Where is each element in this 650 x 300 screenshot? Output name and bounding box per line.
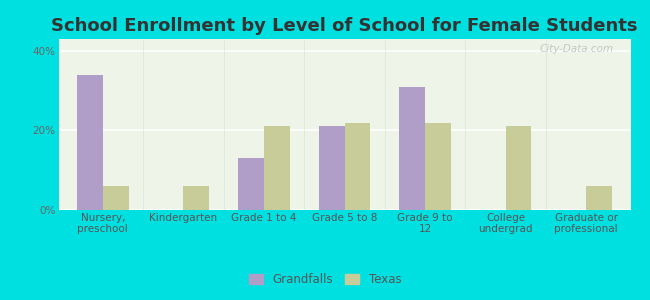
- Bar: [183, 186, 209, 210]
- Title: School Enrollment by Level of School for Female Students: School Enrollment by Level of School for…: [51, 17, 638, 35]
- Bar: [425, 122, 451, 210]
- Bar: [399, 87, 425, 210]
- Text: City-Data.com: City-Data.com: [540, 44, 614, 54]
- Legend: Grandfalls, Texas: Grandfalls, Texas: [244, 269, 406, 291]
- Bar: [264, 127, 290, 210]
- Bar: [103, 186, 129, 210]
- Bar: [586, 186, 612, 210]
- Bar: [318, 127, 344, 210]
- Bar: [238, 158, 264, 210]
- Bar: [77, 75, 103, 210]
- Bar: [506, 127, 532, 210]
- Bar: [344, 122, 370, 210]
